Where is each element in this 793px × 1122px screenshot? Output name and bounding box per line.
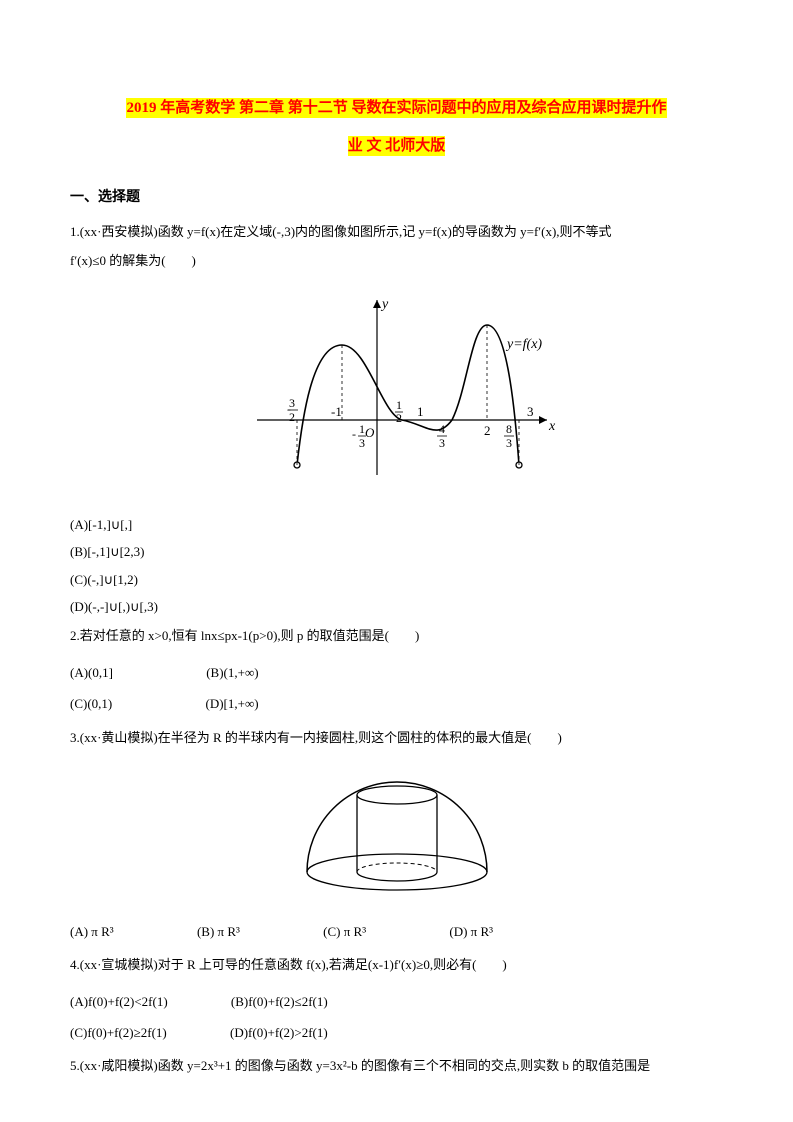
svg-text:3: 3: [289, 396, 295, 410]
q1-option-a: (A)[-1,]∪[,]: [70, 513, 723, 536]
svg-text:x: x: [548, 419, 556, 434]
q4-option-a: (A)f(0)+f(2)<2f(1): [70, 990, 168, 1013]
svg-text:1: 1: [396, 398, 402, 412]
svg-text:2: 2: [396, 411, 402, 425]
question-4: 4.(xx·宣城模拟)对于 R 上可导的任意函数 f(x),若满足(x-1)f′…: [70, 951, 723, 980]
question-3: 3.(xx·黄山模拟)在半径为 R 的半球内有一内接圆柱,则这个圆柱的体积的最大…: [70, 724, 723, 753]
q2-options-row-2: (C)(0,1) (D)[1,+∞): [70, 692, 723, 715]
q4-option-b: (B)f(0)+f(2)≤2f(1): [231, 990, 328, 1013]
title-line-2: 业 文 北师大版: [348, 136, 446, 156]
figure-1-graph: y x O - 3 2 -1 - 1 3 1 2 1 4 3 2 8 3 3 y…: [70, 290, 723, 497]
q1-option-d: (D)(-,-]∪[,)∪[,3): [70, 595, 723, 618]
svg-text:y=f(x): y=f(x): [505, 337, 542, 352]
q3-text: 3.(xx·黄山模拟)在半径为 R 的半球内有一内接圆柱,则这个圆柱的体积的最大…: [70, 724, 723, 753]
q4-options-row-1: (A)f(0)+f(2)<2f(1) (B)f(0)+f(2)≤2f(1): [70, 990, 723, 1013]
q1-option-b: (B)[-,1]∪[2,3): [70, 540, 723, 563]
question-2: 2.若对任意的 x>0,恒有 lnx≤px-1(p>0),则 p 的取值范围是(…: [70, 622, 723, 651]
q2-options-row-1: (A)(0,1] (B)(1,+∞): [70, 661, 723, 684]
graph-curve-svg: y x O - 3 2 -1 - 1 3 1 2 1 4 3 2 8 3 3 y…: [227, 290, 567, 490]
svg-text:4: 4: [439, 422, 445, 436]
svg-text:O: O: [365, 425, 375, 440]
question-1: 1.(xx·西安模拟)函数 y=f(x)在定义域(-,3)内的图像如图所示,记 …: [70, 218, 723, 275]
svg-text:y: y: [380, 297, 389, 312]
q1-text-1: 1.(xx·西安模拟)函数 y=f(x)在定义域(-,3)内的图像如图所示,记 …: [70, 218, 723, 247]
svg-text:-1: -1: [331, 404, 342, 419]
svg-text:3: 3: [527, 404, 534, 419]
q4-option-d: (D)f(0)+f(2)>2f(1): [230, 1021, 328, 1044]
svg-text:2: 2: [484, 423, 491, 438]
figure-2-hemisphere: [70, 767, 723, 904]
q3-option-d: (D) π R³: [449, 920, 493, 943]
q4-text: 4.(xx·宣城模拟)对于 R 上可导的任意函数 f(x),若满足(x-1)f′…: [70, 951, 723, 980]
question-5: 5.(xx·咸阳模拟)函数 y=2x³+1 的图像与函数 y=3x²-b 的图像…: [70, 1052, 723, 1081]
svg-text:2: 2: [289, 410, 295, 424]
q3-option-c: (C) π R³: [323, 920, 366, 943]
q3-option-b: (B) π R³: [197, 920, 240, 943]
q2-text: 2.若对任意的 x>0,恒有 lnx≤px-1(p>0),则 p 的取值范围是(…: [70, 622, 723, 651]
q3-option-a: (A) π R³: [70, 920, 114, 943]
svg-text:8: 8: [506, 422, 512, 436]
q5-text: 5.(xx·咸阳模拟)函数 y=2x³+1 的图像与函数 y=3x²-b 的图像…: [70, 1052, 723, 1081]
q2-option-a: (A)(0,1]: [70, 661, 113, 684]
q1-text-2: f′(x)≤0 的解集为( ): [70, 247, 723, 276]
q3-options: (A) π R³ (B) π R³ (C) π R³ (D) π R³: [70, 920, 723, 943]
title-line-1: 2019 年高考数学 第二章 第十二节 导数在实际问题中的应用及综合应用课时提升…: [126, 98, 666, 118]
q2-option-c: (C)(0,1): [70, 692, 112, 715]
section-1-header: 一、选择题: [70, 185, 723, 210]
svg-text:3: 3: [506, 436, 512, 450]
svg-text:3: 3: [439, 436, 445, 450]
q1-option-c: (C)(-,]∪[1,2): [70, 568, 723, 591]
svg-text:3: 3: [359, 436, 365, 450]
q4-option-c: (C)f(0)+f(2)≥2f(1): [70, 1021, 167, 1044]
svg-text:1: 1: [417, 404, 424, 419]
svg-text:1: 1: [359, 422, 365, 436]
document-title: 2019 年高考数学 第二章 第十二节 导数在实际问题中的应用及综合应用课时提升…: [70, 90, 723, 165]
q2-option-d: (D)[1,+∞): [206, 692, 259, 715]
q4-options-row-2: (C)f(0)+f(2)≥2f(1) (D)f(0)+f(2)>2f(1): [70, 1021, 723, 1044]
svg-text:-: -: [352, 427, 356, 441]
hemisphere-svg: [287, 767, 507, 897]
q2-option-b: (B)(1,+∞): [206, 661, 258, 684]
